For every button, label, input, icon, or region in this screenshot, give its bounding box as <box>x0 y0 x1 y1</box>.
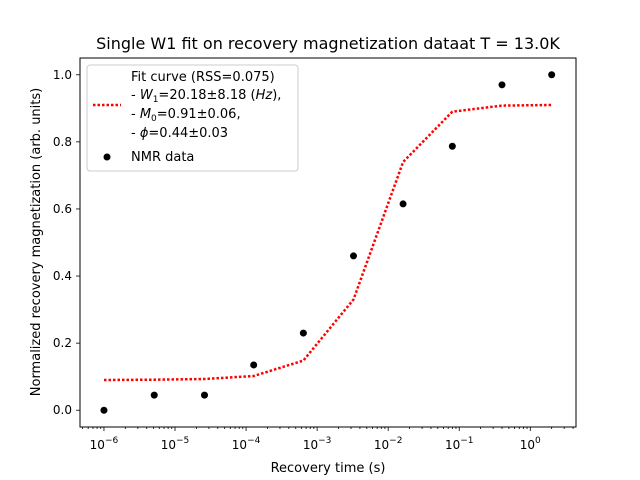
plot-area <box>100 71 556 414</box>
y-axis-label: Normalized recovery magnetization (arb. … <box>29 88 44 396</box>
y-tick-label: 0.6 <box>53 202 72 216</box>
x-tick-label: 10−3 <box>303 436 332 452</box>
nmr-data-point <box>448 142 456 150</box>
y-tick-label: 0.0 <box>53 403 72 417</box>
x-axis-label: Recovery time (s) <box>271 461 386 476</box>
x-tick-label: 10−1 <box>445 436 474 452</box>
legend-nmr-label: NMR data <box>131 150 194 165</box>
nmr-data-point <box>349 252 357 260</box>
nmr-data-point <box>548 71 556 79</box>
legend-box <box>86 64 299 172</box>
axes-frame <box>79 57 577 428</box>
y-tick-label: 0.4 <box>53 269 72 283</box>
x-axis-ticks: 10−6 10−5 10−4 10−3 10−2 10−1 100 <box>82 427 574 452</box>
legend-fit-param-line: - W1=20.18±8.18 (Hz), <box>131 88 281 105</box>
fit-curve-line <box>103 103 552 382</box>
scatter-layer <box>100 71 556 414</box>
x-tick-label: 10−5 <box>161 436 190 452</box>
y-tick-label: 1.0 <box>53 68 72 82</box>
legend: Fit curve (RSS=0.075) - W1=20.18±8.18 (H… <box>86 64 299 172</box>
x-tick-label: 100 <box>520 436 541 452</box>
legend-fit-param-line: - ϕ=0.44±0.03 <box>131 126 228 141</box>
chart-title: Single W1 fit on recovery magnetization … <box>96 34 560 53</box>
y-tick-label: 0.2 <box>53 336 72 350</box>
legend-fit-param-line: - M0=0.91±0.06, <box>131 107 241 124</box>
nmr-data-point <box>399 200 407 208</box>
nmr-data-point <box>498 81 506 89</box>
legend-fit-parameters: - W1=20.18±8.18 (Hz), - M0=0.91±0.06, - ϕ=… <box>131 88 281 141</box>
x-tick-label: 10−6 <box>90 436 119 452</box>
legend-nmr-swatch <box>103 153 111 161</box>
nmr-data-point <box>299 329 307 337</box>
y-tick-label: 0.8 <box>53 135 72 149</box>
nmr-data-point <box>150 391 158 399</box>
nmr-data-point <box>100 406 108 414</box>
nmr-data-point <box>201 391 209 399</box>
y-axis-ticks: 0.0 0.2 0.4 0.6 0.8 1.0 <box>53 68 80 417</box>
fit-layer <box>103 103 552 382</box>
nmr-data-point <box>250 361 258 369</box>
legend-fit-label: Fit curve (RSS=0.075) <box>131 70 275 85</box>
x-tick-label: 10−2 <box>374 436 403 452</box>
x-tick-label: 10−4 <box>232 436 261 452</box>
